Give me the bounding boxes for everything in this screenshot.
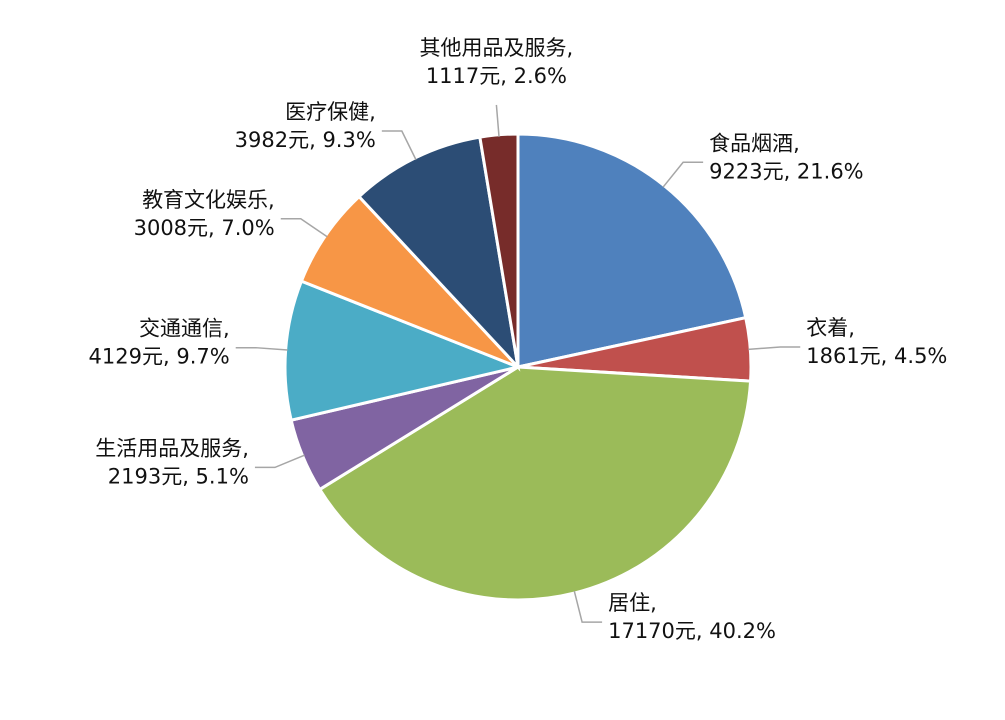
leader-line [254,454,305,469]
data-label-category: 教育文化娱乐, [142,188,275,212]
data-label-category: 居住, [608,591,657,615]
leader-line [573,590,603,623]
data-label-value: 3008元, 7.0% [134,216,275,240]
leader-line [381,130,417,161]
data-label-value: 17170元, 40.2% [608,619,776,643]
data-label-value: 3982元, 9.3% [235,128,376,152]
data-label-category: 医疗保健, [285,100,376,124]
leader-line [662,161,704,188]
data-label-category: 生活用品及服务, [95,436,249,460]
data-label-value: 2193元, 5.1% [108,464,249,488]
leader-line [748,346,801,351]
data-label-value: 1861元, 4.5% [806,344,947,368]
data-label-category: 食品烟酒, [709,131,800,155]
leader-line [235,346,288,351]
leader-line [280,218,328,238]
data-label-category: 衣着, [806,316,855,340]
data-label-category: 其他用品及服务, [420,36,574,60]
leader-line [495,104,500,137]
data-label-value: 1117元, 2.6% [426,64,567,88]
data-label-value: 4129元, 9.7% [89,345,230,369]
data-label-value: 9223元, 21.6% [709,159,864,183]
data-label-category: 交通通信, [139,317,230,341]
